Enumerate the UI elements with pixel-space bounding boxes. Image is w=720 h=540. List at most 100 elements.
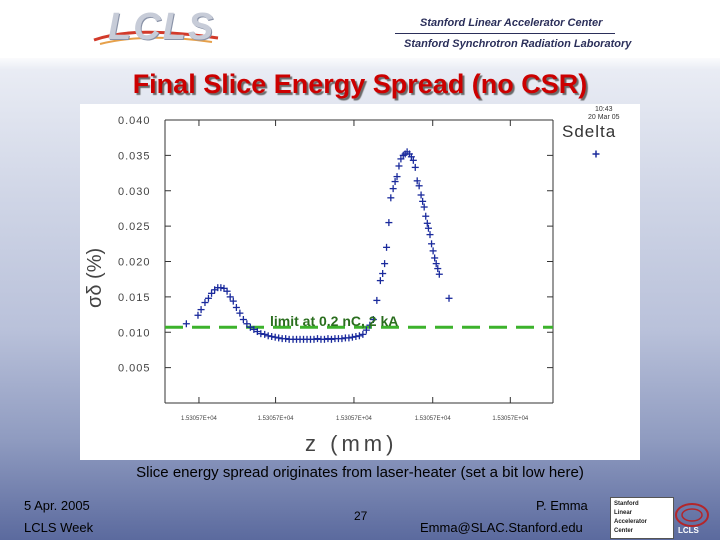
data-point <box>182 320 190 328</box>
data-point <box>359 330 367 338</box>
data-point <box>385 219 393 227</box>
timestamp-stamp: 10:43 20 Mar 05 <box>588 106 620 121</box>
data-point <box>422 212 430 220</box>
data-point <box>383 243 391 251</box>
y-tick-label: 0.030 <box>118 186 151 198</box>
limit-annotation: limit at 0.2 nC, 2 kA <box>270 313 399 329</box>
data-point <box>327 335 335 343</box>
data-point <box>423 219 431 227</box>
data-point <box>264 332 272 340</box>
data-point <box>257 330 265 338</box>
slac-logo-line-3: Accelerator <box>614 519 648 525</box>
data-point <box>313 335 321 343</box>
data-point <box>411 163 419 171</box>
data-point <box>415 182 423 190</box>
slac-logo: Stanford Linear Accelerator Center <box>610 497 674 539</box>
plot-panel <box>80 104 640 460</box>
data-point <box>271 333 279 341</box>
data-point <box>376 277 384 285</box>
y-axis-label: σδ (%) <box>84 247 106 308</box>
data-point <box>243 320 251 328</box>
data-point <box>373 296 381 304</box>
data-point <box>239 316 247 324</box>
svg-text:LCLS: LCLS <box>678 526 700 535</box>
data-point <box>420 203 428 211</box>
data-point <box>338 335 346 343</box>
x-tick-label: 1.53057E+04 <box>336 416 373 422</box>
data-point <box>381 260 389 268</box>
y-tick-label: 0.040 <box>118 115 151 127</box>
series-label: Sdelta <box>562 122 617 141</box>
data-point <box>369 316 377 324</box>
x-tick-label: 1.53057E+04 <box>181 416 218 422</box>
data-point <box>407 153 415 161</box>
y-tick-label: 0.015 <box>118 292 151 304</box>
data-point <box>431 254 439 262</box>
data-point <box>232 303 240 311</box>
data-point <box>424 224 432 232</box>
data-point <box>445 294 453 302</box>
x-axis-label: z (mm) <box>305 431 398 456</box>
lcls-swoosh-logo <box>93 30 219 45</box>
legend-marker <box>592 150 600 158</box>
data-point <box>194 311 202 319</box>
chart-axes <box>164 119 554 404</box>
data-point <box>434 265 442 273</box>
y-tick-label: 0.035 <box>118 150 151 162</box>
x-ticks: 1.53057E+04 1.53057E+04 1.53057E+04 1.53057… <box>181 120 529 422</box>
y-tick-label: 0.010 <box>118 327 151 339</box>
data-point <box>197 306 205 314</box>
org-line-2: Stanford Synchrotron Radiation Laborator… <box>404 38 632 50</box>
org-line-1: Stanford Linear Accelerator Center <box>420 17 603 29</box>
data-point <box>417 191 425 199</box>
org-divider <box>395 33 615 34</box>
x-tick-label: 1.53057E+04 <box>415 416 452 422</box>
data-point <box>395 162 403 170</box>
data-point <box>282 335 290 343</box>
slide-caption: Slice energy spread originates from lase… <box>136 464 584 481</box>
y-tick-label: 0.020 <box>118 257 151 269</box>
footer-author: P. Emma <box>536 498 588 513</box>
footer-date: 5 Apr. 2005 <box>24 498 90 513</box>
data-point <box>261 330 269 338</box>
data-point <box>389 185 397 193</box>
y-tick-label: 0.005 <box>118 363 151 375</box>
data-point <box>236 309 244 317</box>
slide-header: LCLS Stanford Linear Accelerator Center … <box>0 0 720 58</box>
data-point <box>352 332 360 340</box>
data-point <box>226 293 234 301</box>
data-point <box>362 326 370 334</box>
x-tick-label: 1.53057E+04 <box>258 416 295 422</box>
data-point <box>268 332 276 340</box>
data-point <box>432 260 440 268</box>
data-point <box>310 335 318 343</box>
data-point <box>208 289 216 297</box>
slide-title: Final Slice Energy Spread (no CSR) <box>132 69 588 99</box>
y-ticks: 0.005 0.010 0.015 0.020 0.025 0.030 0.035 0.040 <box>118 115 553 375</box>
data-point <box>204 294 212 302</box>
data-point <box>345 334 353 342</box>
lcls-logo-text: LCLS <box>108 6 216 48</box>
x-tick-label: 1.53057E+04 <box>492 416 529 422</box>
page-number: 27 <box>354 509 368 523</box>
data-point <box>201 299 209 307</box>
data-point <box>275 334 283 342</box>
data-point <box>229 297 237 305</box>
lcls-mini-logo-icon: LCLS <box>675 503 709 535</box>
data-point <box>435 270 443 278</box>
data-point <box>348 333 356 341</box>
data-point <box>409 156 417 164</box>
slac-logo-line-2: Linear <box>614 510 633 516</box>
data-point <box>355 332 363 340</box>
data-point <box>391 178 399 186</box>
data-point <box>393 173 401 181</box>
data-point <box>387 194 395 202</box>
data-points <box>182 148 453 343</box>
y-tick-label: 0.025 <box>118 221 151 233</box>
data-point <box>217 284 225 292</box>
data-point <box>426 231 434 239</box>
data-point <box>366 321 374 329</box>
footer-email: Emma@SLAC.Stanford.edu <box>420 520 583 535</box>
slac-logo-line-1: Stanford <box>614 501 639 507</box>
